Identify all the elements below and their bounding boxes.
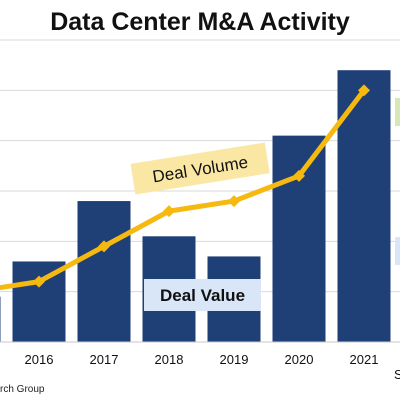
x-tick-label-2021: 2021 (350, 352, 379, 367)
chart-title: Data Center M&A Activity (50, 8, 350, 36)
legend-swatch-partial-blue (395, 237, 400, 265)
deal-value-callout: Deal Value (144, 279, 261, 311)
deal-volume-point-2021 (358, 84, 370, 97)
x-tick-label-2016: 2016 (25, 352, 54, 367)
x-tick-label-2017: 2017 (90, 352, 119, 367)
bar-2016 (12, 261, 66, 342)
x-tick-label-2018: 2018 (155, 352, 184, 367)
bar-2017 (77, 201, 131, 342)
deal-value-label: Deal Value (160, 286, 245, 305)
right-edge-glyph: S (394, 367, 400, 382)
gridlines (0, 39, 400, 293)
legend-swatch-partial-green (395, 98, 400, 126)
deal-volume-callout-box (130, 142, 270, 195)
deal-volume-point-2016 (33, 275, 45, 288)
deal-volume-callout: Deal Volume (130, 142, 270, 195)
deal-volume-point-2020 (293, 169, 305, 182)
bar-2020 (272, 135, 326, 342)
x-tick-label-2020: 2020 (285, 352, 314, 367)
deal-volume-point-2019 (228, 195, 240, 208)
deal-value-callout-box (144, 279, 261, 311)
x-tick-labels: 2016 2017 2018 2019 2020 2021 (25, 352, 379, 367)
source-note: rch Group (0, 384, 45, 395)
x-tick-label-2019: 2019 (220, 352, 249, 367)
deal-volume-point-2018 (163, 205, 175, 218)
deal-volume-point-2017 (98, 240, 110, 253)
line-series (0, 84, 370, 291)
bar-2015 (0, 296, 1, 342)
